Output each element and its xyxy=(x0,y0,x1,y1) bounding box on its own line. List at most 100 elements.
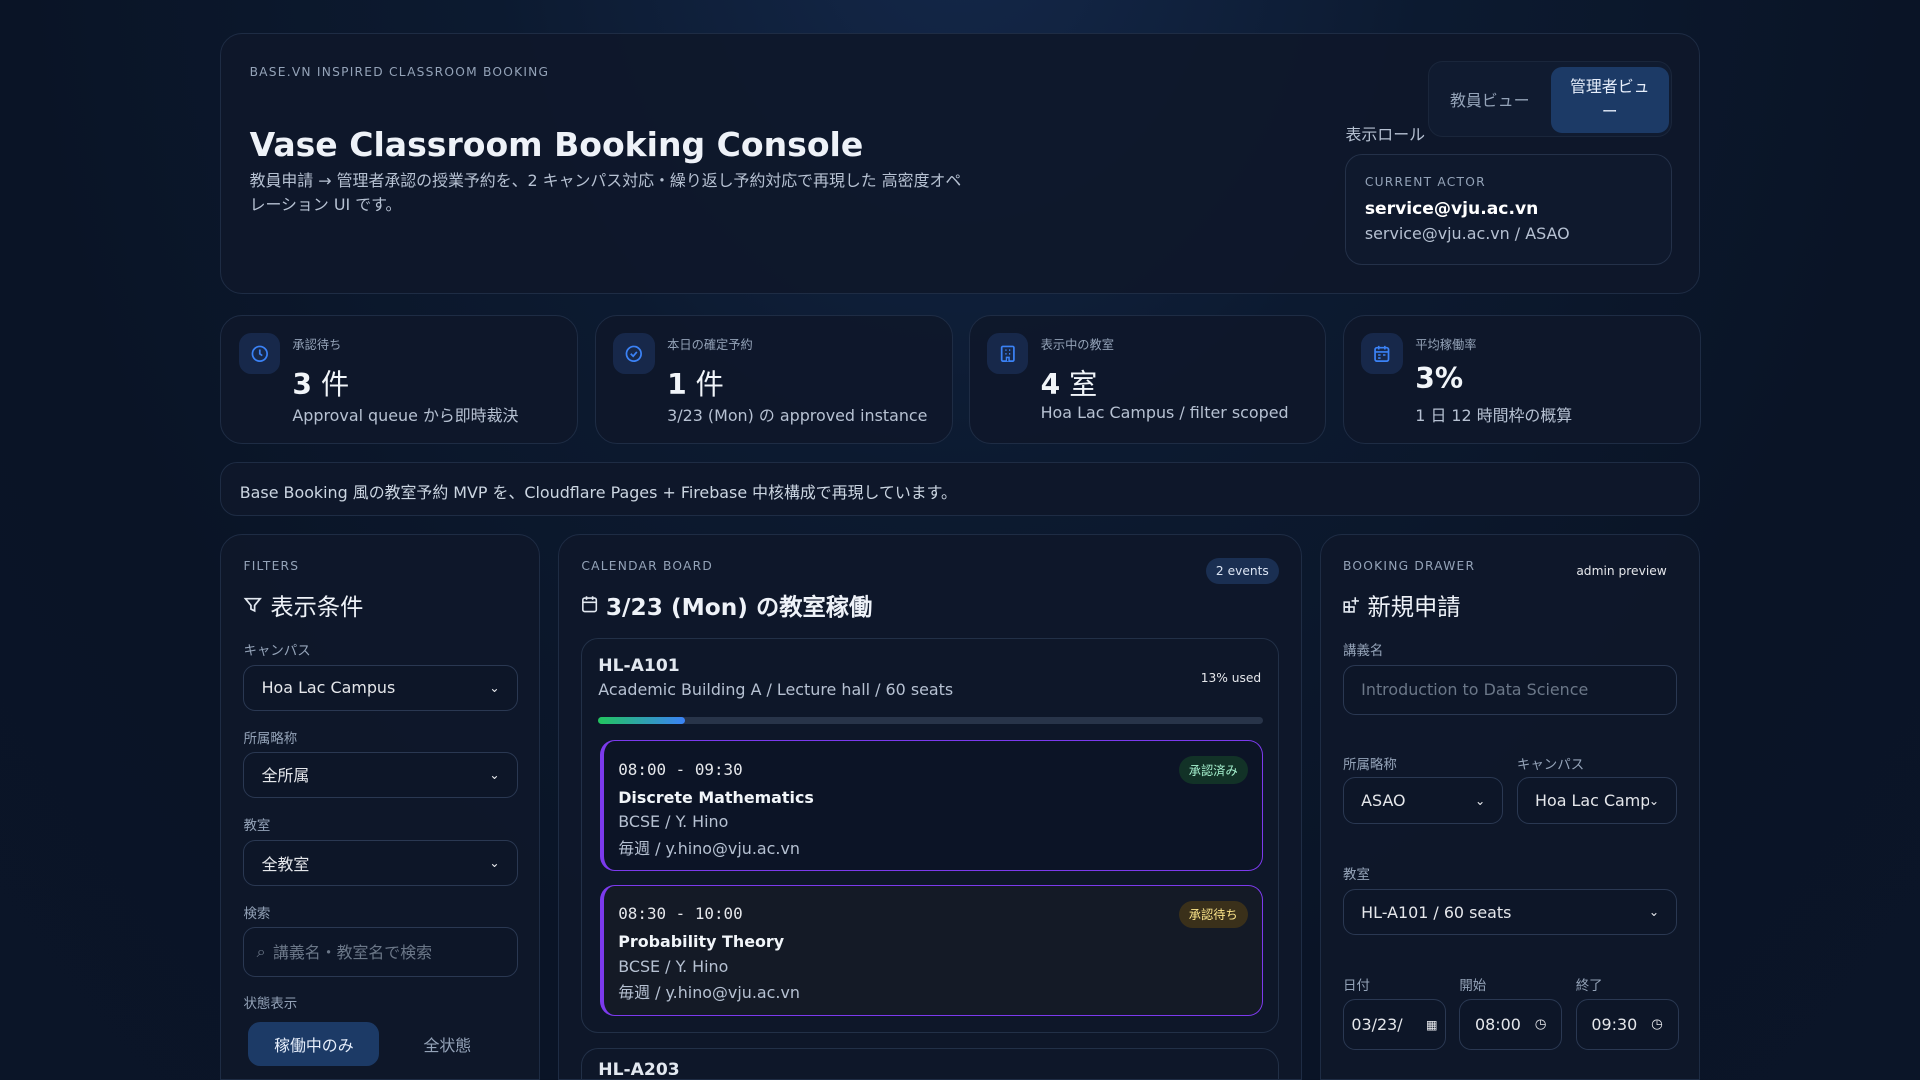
search-placeholder: 講義名・教室名で検索 xyxy=(272,943,433,963)
filters-title: 表示条件 xyxy=(243,588,363,622)
stat-unit: 室 xyxy=(1060,368,1098,402)
start-time-input[interactable]: 08:00 ◷ xyxy=(1459,998,1563,1051)
stat-value: 3% xyxy=(1415,362,1463,395)
stat-card: 表示中の教室 4 室 Hoa Lac Campus / filter scope… xyxy=(968,314,1327,445)
drawer-campus-value: Hoa Lac Campus xyxy=(1535,791,1649,811)
stat-sub: 3/23 (Mon) の approved instance xyxy=(667,405,928,425)
room-value: 全教室 xyxy=(261,854,310,874)
drawer-campus-label: キャンパス xyxy=(1516,757,1585,773)
end-value: 09:30 xyxy=(1591,1015,1638,1035)
date-value: 03/23/ xyxy=(1351,1015,1403,1035)
stat-number: 3% xyxy=(1415,362,1464,396)
status-active-only[interactable]: 稼働中のみ xyxy=(248,1022,380,1067)
course-label: 講義名 xyxy=(1343,643,1384,659)
filters-title-text: 表示条件 xyxy=(270,593,364,621)
stat-label: 承認待ち xyxy=(292,338,342,353)
stat-value: 1 件 xyxy=(667,362,724,403)
chevron-down-icon: ⌄ xyxy=(1648,905,1660,919)
current-actor-card: CURRENT ACTOR service@vju.ac.vn service@… xyxy=(1345,154,1673,266)
drawer-dept-value: ASAO xyxy=(1361,791,1406,811)
stat-value: 3 件 xyxy=(292,362,349,403)
drawer-campus-select[interactable]: Hoa Lac Campus⌄ xyxy=(1516,777,1678,824)
dept-select[interactable]: 全所属 ⌄ xyxy=(243,751,518,799)
calendar-icon xyxy=(1361,332,1404,375)
notice-banner: Base Booking 風の教室予約 MVP を、Cloudflare Pag… xyxy=(220,461,1700,516)
stat-unit: 件 xyxy=(312,368,350,402)
room-card: HL-A203 xyxy=(581,1047,1280,1080)
calendar-panel: CALENDAR BOARD 2 events 3/23 (Mon) の教室稼働… xyxy=(558,533,1302,1080)
stat-card: 平均稼働率 3% 1 日 12 時間枠の概算 xyxy=(1343,314,1701,445)
chevron-down-icon: ⌄ xyxy=(1648,793,1660,808)
actor-name: service@vju.ac.vn xyxy=(1364,199,1539,220)
end-time-input[interactable]: 09:30 ◷ xyxy=(1575,998,1679,1051)
room-detail: Academic Building A / Lecture hall / 60 … xyxy=(598,680,954,700)
check-circle-icon xyxy=(613,332,655,375)
end-label: 終了 xyxy=(1575,979,1603,995)
room-code: HL-A101 xyxy=(598,655,680,676)
status-badge: 承認済み xyxy=(1179,756,1248,784)
drawer-dept-select[interactable]: ASAO ⌄ xyxy=(1343,777,1504,824)
stat-unit: 件 xyxy=(686,368,724,402)
search-label: 検索 xyxy=(243,907,271,923)
calendar-title: 3/23 (Mon) の教室稼働 xyxy=(581,588,872,622)
calendar-eyebrow: CALENDAR BOARD xyxy=(581,559,713,574)
stat-sub: 1 日 12 時間枠の概算 xyxy=(1415,405,1573,425)
page-title: Vase Classroom Booking Console xyxy=(249,124,864,164)
notice-text: Base Booking 風の教室予約 MVP を、Cloudflare Pag… xyxy=(239,482,957,502)
stat-value: 4 室 xyxy=(1041,362,1098,403)
search-icon: ⌕ xyxy=(256,941,266,961)
stat-card: 承認待ち 3 件 Approval queue から即時裁決 xyxy=(220,314,578,445)
event-card[interactable]: 08:30 - 10:00 Probability Theory BCSE / … xyxy=(599,884,1264,1016)
filters-panel: FILTERS 表示条件 キャンパス Hoa Lac Campus ⌄ 所属略称 … xyxy=(220,533,540,1080)
booking-drawer: BOOKING DRAWER admin preview 新規申請 講義名 In… xyxy=(1320,533,1700,1080)
date-input[interactable]: 03/23/ ▦ xyxy=(1343,998,1446,1051)
building-icon xyxy=(986,332,1029,375)
stat-number: 4 xyxy=(1040,368,1061,402)
drawer-title-text: 新規申請 xyxy=(1367,593,1461,621)
event-time: 08:00 - 09:30 xyxy=(618,759,743,779)
event-card[interactable]: 08:00 - 09:30 Discrete Mathematics BCSE … xyxy=(599,740,1264,872)
date-label: 日付 xyxy=(1343,979,1370,995)
drawer-room-label: 教室 xyxy=(1343,868,1370,884)
status-all[interactable]: 全状態 xyxy=(423,1035,472,1055)
stat-label: 平均稼働率 xyxy=(1415,338,1477,353)
event-recurrence: 毎週 / y.hino@vju.ac.vn xyxy=(618,838,800,858)
calendar-icon: ▦ xyxy=(1425,1017,1438,1032)
campus-label: キャンパス xyxy=(243,643,311,659)
room-card: HL-A101 Academic Building A / Lecture ha… xyxy=(581,637,1280,1034)
campus-value: Hoa Lac Campus xyxy=(261,678,396,698)
event-count-badge: 2 events xyxy=(1206,558,1279,585)
calendar-title-text: 3/23 (Mon) の教室稼働 xyxy=(605,593,873,621)
usage-bar-fill xyxy=(598,717,685,725)
filters-eyebrow: FILTERS xyxy=(243,559,300,574)
role-switch: 教員ビュー 管理者ビュー xyxy=(1427,60,1673,137)
clock-icon: ◷ xyxy=(1534,1017,1547,1033)
stat-sub: Approval queue から即時裁決 xyxy=(292,405,519,425)
calendar-icon xyxy=(582,596,598,613)
event-course: Discrete Mathematics xyxy=(618,787,814,807)
event-time: 08:30 - 10:00 xyxy=(618,904,743,924)
room-usage: 13% used xyxy=(1200,670,1262,685)
chevron-down-icon: ⌄ xyxy=(489,680,500,695)
start-value: 08:00 xyxy=(1475,1015,1521,1035)
role-admin-view[interactable]: 管理者ビュー xyxy=(1550,66,1669,133)
room-select[interactable]: 全教室 ⌄ xyxy=(243,839,518,887)
plus-grid-icon xyxy=(1343,597,1359,613)
room-code: HL-A203 xyxy=(598,1060,680,1080)
event-course: Probability Theory xyxy=(618,932,785,952)
drawer-room-select[interactable]: HL-A101 / 60 seats ⌄ xyxy=(1343,888,1678,936)
start-label: 開始 xyxy=(1459,979,1487,995)
role-label: 表示ロール xyxy=(1345,125,1426,145)
course-input[interactable]: Introduction to Data Science xyxy=(1343,664,1678,715)
usage-bar xyxy=(598,717,1264,725)
stat-label: 表示中の教室 xyxy=(1040,338,1115,353)
campus-select[interactable]: Hoa Lac Campus ⌄ xyxy=(243,664,518,712)
role-teacher-view[interactable]: 教員ビュー xyxy=(1449,91,1530,111)
drawer-dept-label: 所属略称 xyxy=(1343,757,1397,773)
stat-card: 本日の確定予約 1 件 3/23 (Mon) の approved instan… xyxy=(595,314,953,445)
search-input[interactable]: ⌕ 講義名・教室名で検索 xyxy=(243,926,518,977)
clock-icon xyxy=(238,332,281,375)
clock-icon: ◷ xyxy=(1651,1017,1663,1033)
drawer-eyebrow: BOOKING DRAWER xyxy=(1343,559,1476,574)
